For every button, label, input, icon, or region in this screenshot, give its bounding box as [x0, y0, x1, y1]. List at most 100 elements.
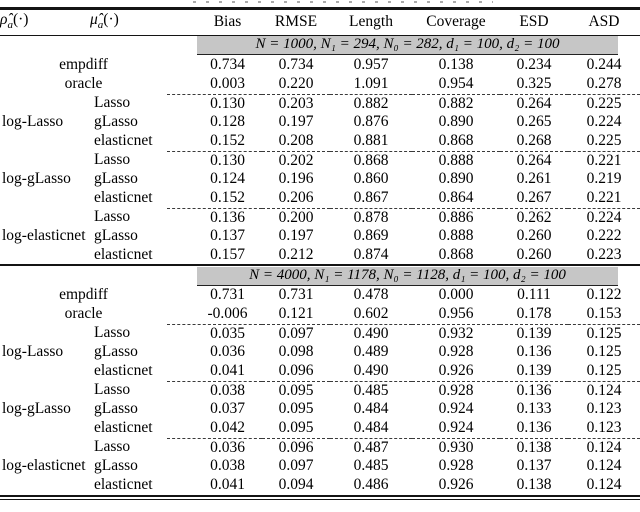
value-cell: 0.041: [210, 362, 245, 380]
value-cell: 0.137: [516, 457, 552, 475]
method-label: gLasso: [94, 227, 138, 245]
value-cell: 0.094: [278, 476, 314, 494]
group-label: log-gLasso: [2, 170, 71, 188]
value-cell: 0.036: [210, 343, 245, 361]
section-header-cell: N = 4000, N₁ = 1178, N₀ = 1128, d₁ = 100…: [167, 264, 640, 286]
value-cell: 0.881: [353, 132, 389, 150]
value-cell: 0.734: [210, 56, 245, 74]
value-cell: 0.095: [278, 419, 314, 437]
estimator-label: oracle: [64, 75, 103, 93]
value-cell: 0.219: [586, 170, 622, 188]
value-cell: 0.121: [278, 305, 314, 323]
value-cell: 0.138: [516, 476, 552, 494]
value-cell: 0.203: [262, 93, 330, 113]
value-cell: 0.928: [438, 457, 474, 475]
value-cell: 0.268: [516, 132, 552, 150]
value-cell: 0.876: [353, 113, 389, 131]
value-cell: 0.484: [353, 400, 389, 418]
group-label: log-Lasso: [2, 113, 64, 131]
results-table: ρ̂a(·) μ̂a(·) Bias RMSE Length Coverage …: [0, 10, 640, 495]
value-cell: 0.957: [353, 56, 389, 74]
value-cell: 0.130: [167, 150, 262, 170]
table-row: elasticnet 0.157 0.212 0.874 0.868 0.260…: [0, 246, 640, 265]
value-cell: 0.486: [353, 476, 389, 494]
value-cell: 0.956: [438, 305, 474, 323]
value-cell: 0.125: [586, 362, 622, 380]
table-header-row: ρ̂a(·) μ̂a(·) Bias RMSE Length Coverage …: [0, 10, 640, 36]
value-cell: 0.924: [438, 419, 474, 437]
value-cell: 0.260: [516, 227, 552, 245]
value-cell: 0.133: [516, 400, 552, 418]
method-label: gLasso: [94, 457, 138, 475]
value-cell: 0.928: [412, 380, 500, 400]
value-cell: 0.136: [516, 419, 552, 437]
value-cell: 0.124: [586, 476, 622, 494]
value-cell: -0.006: [207, 305, 248, 323]
value-cell: 0.882: [330, 93, 412, 113]
method-label: gLasso: [94, 170, 138, 188]
value-cell: 0.123: [586, 419, 622, 437]
method-label: elasticnet: [94, 362, 153, 380]
value-cell: 0.867: [353, 189, 389, 207]
value-cell: 0.138: [500, 437, 568, 457]
method-label: Lasso: [94, 381, 131, 399]
method-label: elasticnet: [94, 245, 153, 263]
value-cell: 0.136: [167, 207, 262, 227]
col-header-bias: Bias: [167, 10, 262, 36]
value-cell: 0.954: [438, 75, 474, 93]
value-cell: 0.136: [516, 343, 552, 361]
value-cell: 0.178: [516, 305, 552, 323]
value-cell: 0.261: [516, 170, 552, 188]
value-cell: 0.264: [500, 93, 568, 113]
value-cell: 0.038: [210, 457, 245, 475]
value-cell: 0.262: [500, 207, 568, 227]
value-cell: 0.874: [353, 245, 389, 263]
value-cell: 0.926: [438, 476, 474, 494]
value-cell: 0.484: [353, 419, 389, 437]
section-header-row: N = 4000, N₁ = 1178, N₀ = 1128, d₁ = 100…: [0, 264, 640, 286]
value-cell: 0.037: [210, 400, 245, 418]
value-cell: 0.035: [167, 323, 262, 343]
value-cell: 0.890: [438, 113, 474, 131]
table-row: gLasso 0.038 0.097 0.485 0.928 0.137 0.1…: [0, 457, 640, 476]
value-cell: 0.260: [516, 245, 552, 263]
value-cell: 0.932: [412, 323, 500, 343]
value-cell: 0.095: [278, 400, 314, 418]
method-label: gLasso: [94, 343, 138, 361]
value-cell: 0.157: [210, 245, 245, 263]
method-label: elasticnet: [94, 132, 153, 150]
estimator-label: empdiff: [59, 56, 108, 74]
value-cell: 0.924: [438, 400, 474, 418]
value-cell: 0.111: [517, 286, 551, 304]
col-header-length: Length: [330, 10, 412, 36]
value-cell: 0.278: [586, 75, 622, 93]
table-row: log-elasticnet Lasso 0.036 0.096 0.487 0…: [0, 437, 640, 474]
value-cell: 0.200: [262, 207, 330, 227]
value-cell: 0.212: [278, 245, 314, 263]
value-cell: 1.091: [353, 75, 389, 93]
value-cell: 0.485: [330, 380, 412, 400]
value-cell: 0.206: [278, 189, 314, 207]
value-cell: 0.124: [586, 457, 622, 475]
table-row: empdiff 0.734 0.734 0.957 0.138 0.234 0.…: [0, 56, 640, 75]
value-cell: 0.888: [438, 227, 474, 245]
value-cell: 0.221: [568, 150, 640, 170]
value-cell: 0.222: [586, 227, 622, 245]
value-cell: 0.864: [438, 189, 474, 207]
method-label: gLasso: [94, 400, 138, 418]
table-row: elasticnet 0.042 0.095 0.484 0.924 0.136…: [0, 419, 640, 438]
value-cell: 0.220: [278, 75, 314, 93]
value-cell: 0.928: [438, 343, 474, 361]
table-row: elasticnet 0.041 0.096 0.490 0.926 0.139…: [0, 362, 640, 381]
method-label: Lasso: [94, 94, 131, 112]
table-row: gLasso 0.128 0.197 0.876 0.890 0.265 0.2…: [0, 113, 640, 132]
value-cell: 0.000: [438, 286, 474, 304]
table-row: elasticnet 0.041 0.094 0.486 0.926 0.138…: [0, 476, 640, 495]
method-label: Lasso: [94, 151, 131, 169]
table-row: empdiff 0.731 0.731 0.478 0.000 0.111 0.…: [0, 286, 640, 305]
section-header-band: N = 4000, N₁ = 1178, N₀ = 1128, d₁ = 100…: [197, 266, 618, 286]
value-cell: 0.244: [586, 56, 622, 74]
table-row: log-gLasso Lasso 0.130 0.202 0.868 0.888…: [0, 150, 640, 187]
value-cell: 0.196: [278, 170, 314, 188]
table-row: elasticnet 0.152 0.208 0.881 0.868 0.268…: [0, 132, 640, 151]
